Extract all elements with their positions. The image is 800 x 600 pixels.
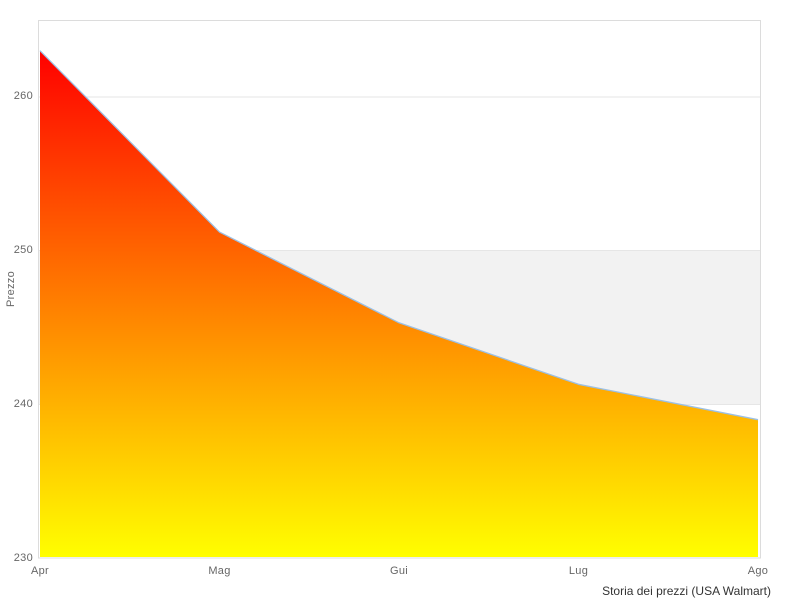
- x-tick-label-mag: Mag: [208, 565, 231, 577]
- y-tick-label-250: 250: [13, 244, 33, 257]
- plot-border: [38, 20, 761, 559]
- y-tick-label-240: 240: [13, 397, 33, 410]
- x-tick-label-gui: Gui: [389, 565, 409, 577]
- price-line-series: [39, 50, 759, 421]
- chart-caption: Storia dei prezzi (USA Walmart): [602, 584, 771, 598]
- x-tick-label-apr: Apr: [30, 565, 50, 577]
- y-tick-label-230: 230: [13, 551, 33, 564]
- x-tick-label-ago: Ago: [747, 565, 769, 577]
- x-tick-label-lug: Lug: [568, 565, 589, 577]
- price-area-series: [40, 50, 758, 557]
- y-axis-title: Prezzo: [5, 270, 17, 308]
- y-tick-label-260: 260: [13, 90, 33, 103]
